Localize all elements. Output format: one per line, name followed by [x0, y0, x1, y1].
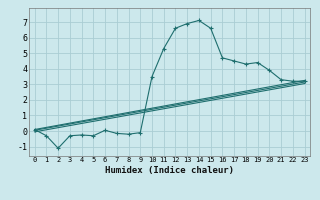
X-axis label: Humidex (Indice chaleur): Humidex (Indice chaleur) — [105, 166, 234, 175]
